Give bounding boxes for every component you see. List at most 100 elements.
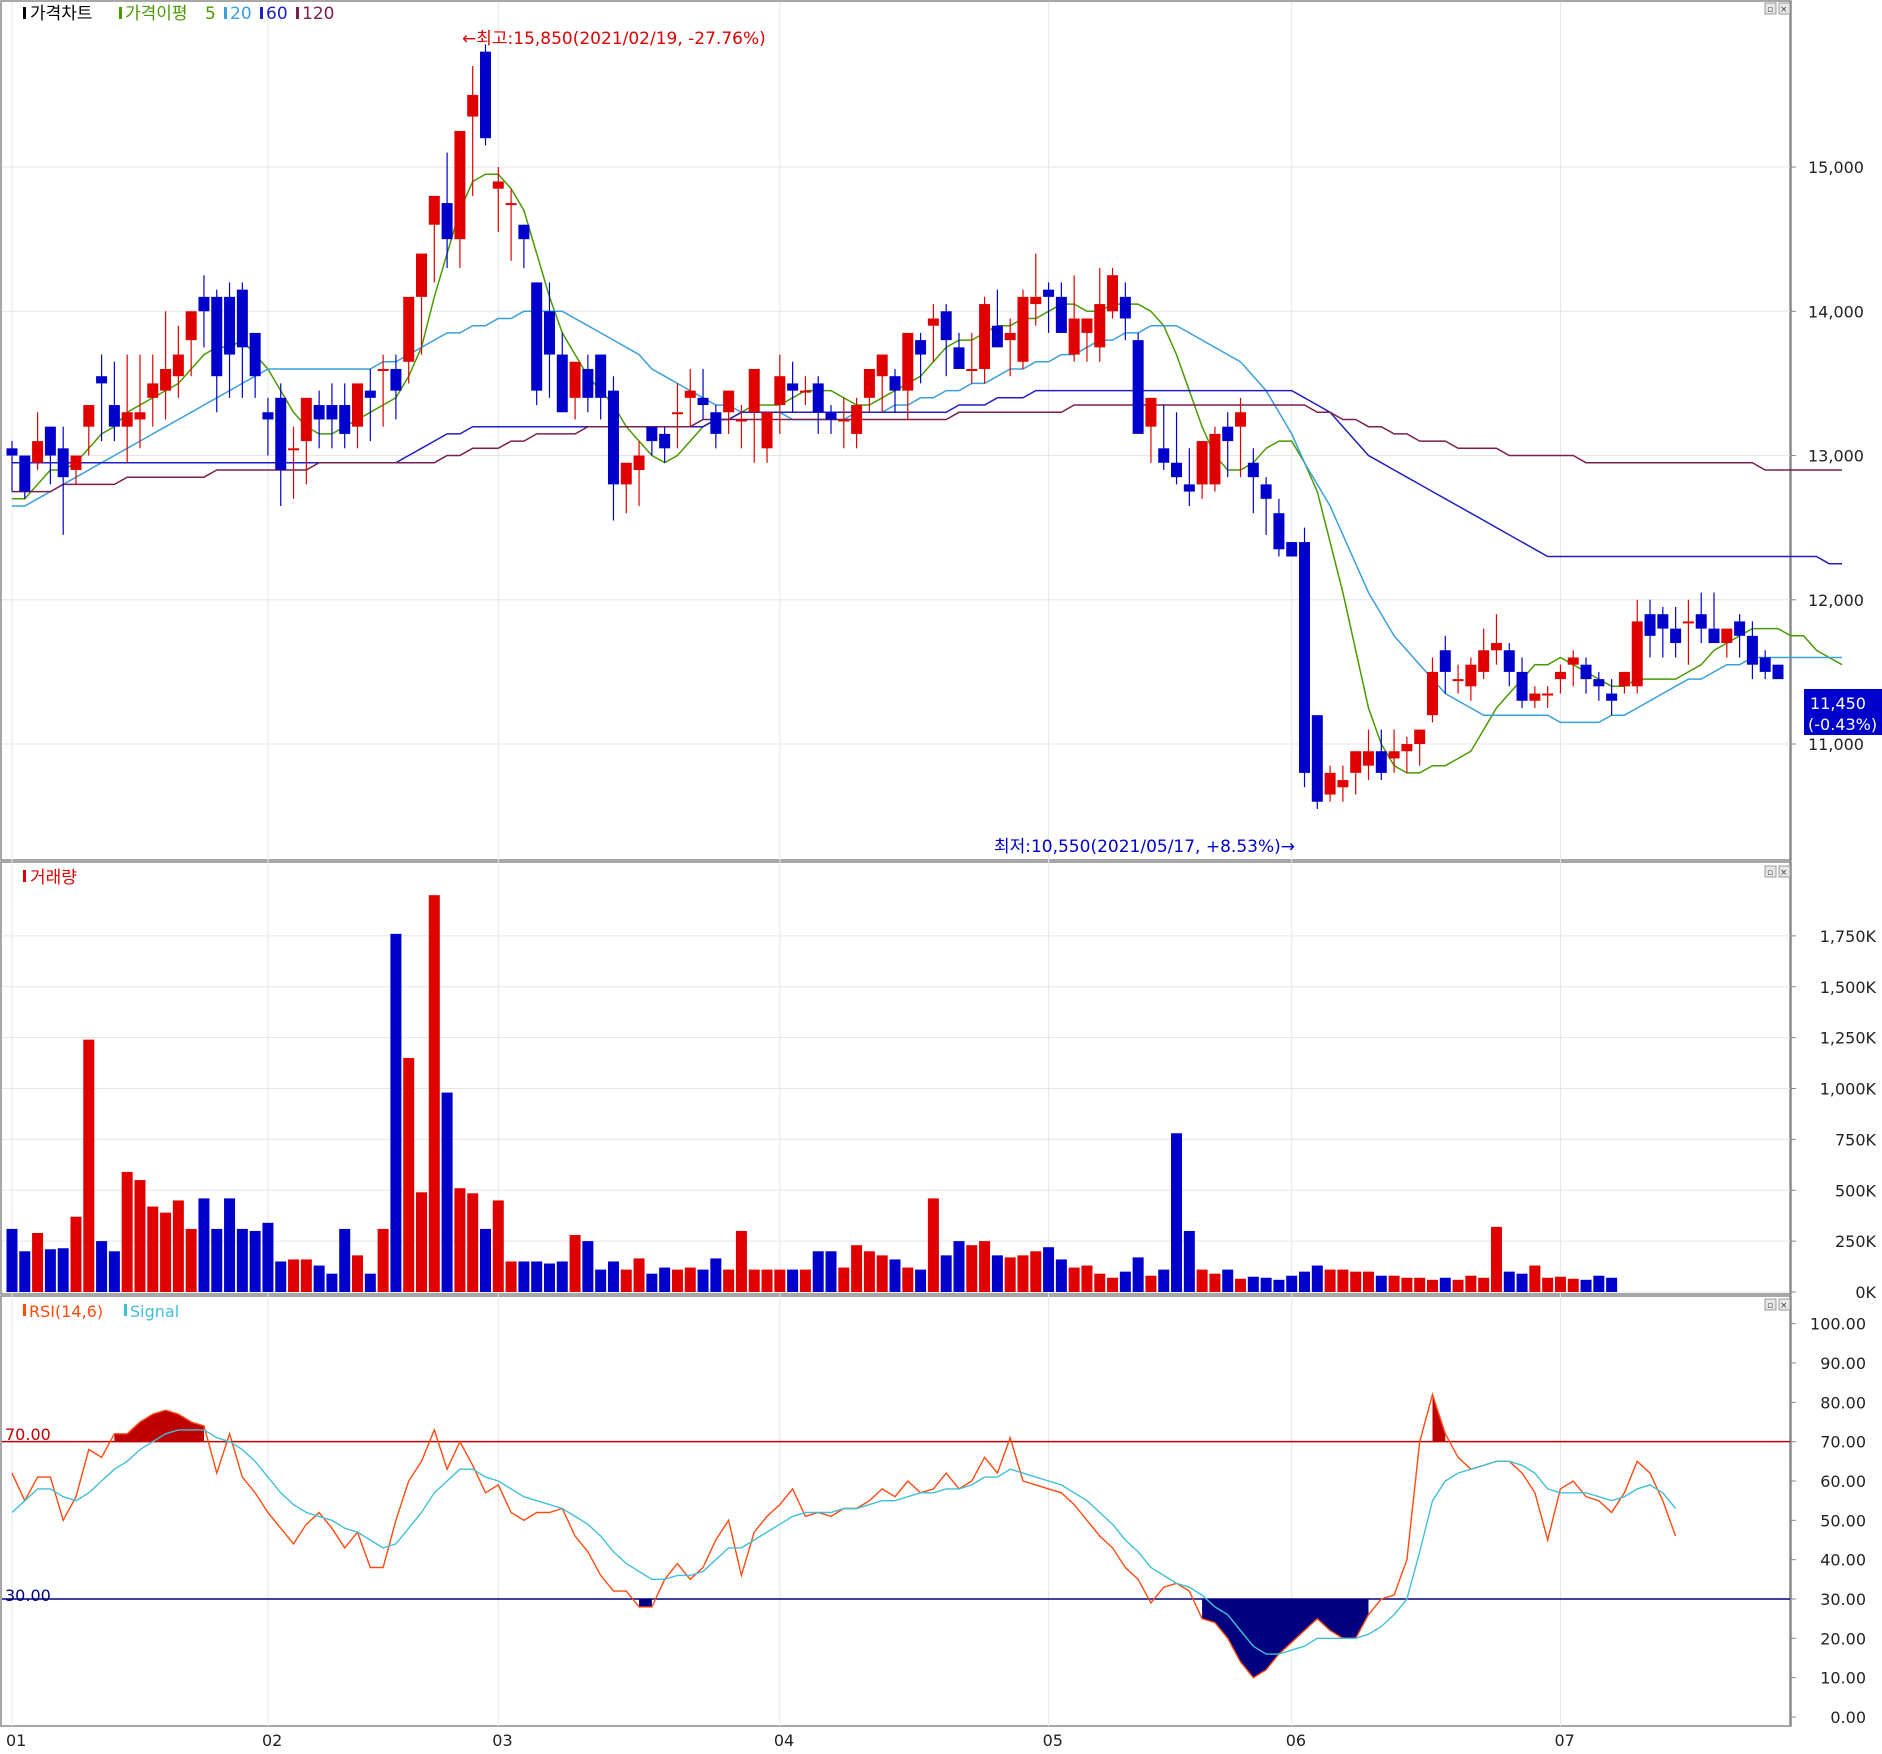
volume-panel-controls[interactable]: ▫ × [1764, 865, 1791, 878]
volume-bar [799, 1269, 811, 1292]
candle [620, 462, 632, 514]
volume-bar [339, 1228, 351, 1292]
candle-body [1542, 693, 1554, 696]
rsi-axis-label: 40.00 [1820, 1551, 1866, 1570]
candle [1554, 664, 1566, 694]
candle-body [416, 253, 428, 297]
candle-body [288, 448, 300, 451]
volume-bar [1426, 1279, 1438, 1292]
candle [1362, 729, 1374, 781]
candle [1465, 657, 1477, 701]
candle-body [1311, 715, 1323, 802]
volume-bar [1299, 1271, 1311, 1292]
candle [1068, 275, 1080, 362]
signal-legend-title: Signal [130, 1302, 179, 1321]
close-icon[interactable]: × [1780, 868, 1788, 878]
candle-body [812, 383, 824, 413]
panel-frames [0, 0, 1792, 1727]
candle [774, 354, 786, 434]
candle [416, 253, 428, 355]
price-legend: 가격차트 가격이평 5 20 60 120 [23, 4, 334, 24]
volume-bar [1286, 1275, 1298, 1292]
volume-bar [262, 1222, 274, 1292]
candle [812, 376, 824, 434]
volume-bar [172, 1200, 184, 1292]
volume-bar [1107, 1277, 1119, 1292]
candle-body [160, 368, 172, 391]
candle-body [556, 354, 568, 413]
close-icon[interactable]: × [1780, 5, 1788, 15]
candle [556, 332, 568, 413]
candle [646, 426, 658, 456]
volume-bar [32, 1232, 44, 1292]
volume-bar [1068, 1267, 1080, 1292]
volume-bar [454, 1188, 466, 1292]
volume-bar [96, 1241, 108, 1292]
minimize-icon[interactable]: ▫ [1767, 868, 1773, 878]
candle-body [1388, 751, 1400, 759]
candle-body [646, 426, 658, 442]
rsi-oversold-fill [639, 1599, 652, 1607]
candle-body [326, 405, 338, 420]
volume-bar [1081, 1265, 1093, 1292]
candle [134, 354, 146, 449]
candle-body [441, 203, 453, 240]
volume-bar [582, 1241, 594, 1292]
candle [1158, 405, 1170, 470]
candle-body [1222, 426, 1234, 442]
candle [172, 325, 184, 398]
candle [633, 441, 645, 507]
volume-bar [787, 1269, 799, 1292]
volume-bar [1324, 1269, 1336, 1292]
candle-body [1657, 614, 1669, 629]
current-change: (-0.43%) [1808, 715, 1877, 734]
volume-bar [147, 1206, 159, 1292]
candle [313, 390, 325, 449]
volume-bar [1478, 1277, 1490, 1292]
volume-bar [1030, 1251, 1042, 1292]
current-price-badge: 11,450 (-0.43%) [1804, 689, 1882, 735]
x-axis-label: 06 [1286, 1731, 1306, 1750]
candle-body [44, 426, 56, 456]
volume-bar [812, 1251, 824, 1292]
candle [710, 405, 722, 449]
candle [1759, 650, 1771, 680]
candle [185, 311, 197, 377]
candle-body [927, 318, 939, 326]
candle [1055, 282, 1067, 333]
volume-bar [902, 1267, 914, 1292]
volume-bar [1606, 1277, 1618, 1292]
candle [198, 275, 210, 348]
rsi-axis-label: 30.00 [1820, 1590, 1866, 1609]
candle [1708, 592, 1720, 644]
candle [1682, 599, 1694, 665]
volume-bar [1490, 1226, 1502, 1292]
candle-body [236, 289, 248, 348]
volume-axis-label: 750K [1835, 1130, 1877, 1149]
candle [224, 282, 236, 398]
volume-bar [441, 1092, 453, 1292]
minimize-icon[interactable]: ▫ [1767, 1301, 1773, 1311]
candle-body [1119, 296, 1131, 319]
price-panel-controls[interactable]: ▫ × [1764, 2, 1791, 15]
volume-bar [633, 1258, 645, 1292]
candle [607, 376, 619, 521]
minimize-icon[interactable]: ▫ [1767, 5, 1773, 15]
volume-bars [6, 895, 1618, 1292]
volume-bar [620, 1269, 632, 1292]
volume-bar [19, 1251, 31, 1292]
candle [70, 455, 82, 485]
candle [1081, 318, 1093, 362]
candle [1542, 686, 1554, 708]
candle [147, 354, 159, 427]
candle-body [684, 390, 696, 398]
candle-body [582, 368, 594, 398]
volume-bar [927, 1198, 939, 1292]
close-icon[interactable]: × [1780, 1301, 1788, 1311]
candle [441, 152, 453, 269]
x-axis-label: 01 [6, 1731, 26, 1750]
candle [479, 44, 491, 146]
candle [915, 332, 927, 384]
volume-bar [595, 1269, 607, 1292]
rsi-panel-controls[interactable]: ▫ × [1764, 1298, 1791, 1311]
